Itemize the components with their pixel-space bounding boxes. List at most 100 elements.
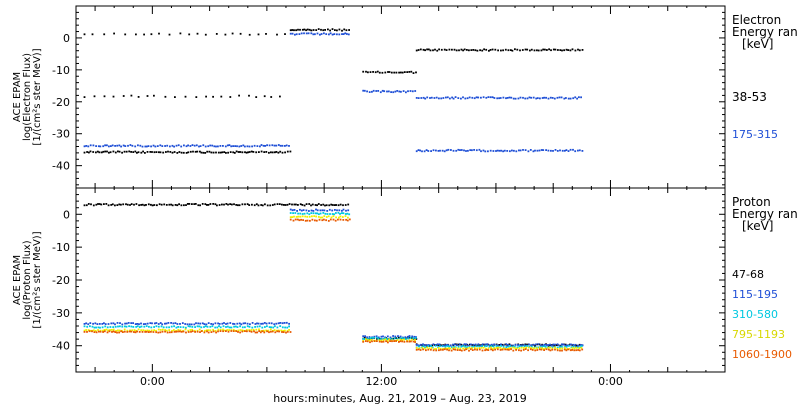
data-point-175-315 (166, 144, 169, 147)
data-point-47-68 (122, 203, 125, 206)
data-point-175-315 (437, 150, 440, 152)
data-point-115-195 (564, 344, 567, 347)
data-point-38-53 (275, 151, 278, 153)
x-tick-label-2: 0:00 (598, 375, 623, 388)
data-point-795-1193 (454, 346, 457, 349)
data-point-175-315 (228, 144, 231, 146)
data-point-795-1193 (306, 215, 309, 218)
data-point-1060-1900 (520, 349, 522, 352)
data-point-115-195 (545, 344, 548, 346)
data-point-175-315 (447, 148, 450, 151)
data-point-175-315 (277, 144, 280, 146)
data-point-175-315 (173, 145, 175, 148)
data-point-38-53 (235, 150, 238, 153)
data-point-38-53 (320, 28, 322, 31)
data-point-38-53 (125, 150, 128, 153)
data-point-1060-1900 (456, 349, 459, 351)
data-point-310-580 (412, 337, 415, 340)
data-point-1060-1900 (99, 330, 102, 333)
data-point-1060-1900 (403, 340, 406, 343)
data-point-175-315 (563, 149, 566, 152)
data-point-1060-1900 (450, 349, 453, 352)
data-point-795-1193 (319, 216, 322, 219)
data-point-175-315 (95, 145, 97, 147)
data-point-175-315 (466, 97, 469, 100)
data-point-38-53 (451, 48, 453, 51)
data-point-1060-1900 (159, 331, 162, 334)
data-point-310-580 (409, 336, 412, 339)
data-point-1060-1900 (524, 348, 527, 350)
data-point-38-53 (185, 152, 188, 154)
data-point-175-315 (320, 33, 323, 35)
data-point-795-1193 (173, 329, 175, 331)
data-point-175-315 (189, 145, 192, 147)
data-point-175-315 (83, 145, 86, 148)
data-point-795-1193 (493, 347, 496, 349)
data-point-175-315 (99, 145, 102, 148)
data-point-175-315 (567, 150, 570, 152)
data-point-115-195 (132, 322, 134, 324)
data-point-175-315 (253, 144, 256, 147)
data-point-175-315 (452, 149, 455, 152)
data-point-1060-1900 (227, 330, 230, 333)
data-point-38-53 (277, 151, 280, 154)
data-point-1060-1900 (157, 331, 160, 334)
data-point-38-53 (390, 71, 393, 74)
data-point-1060-1900 (543, 349, 545, 351)
data-point-175-315 (536, 149, 539, 152)
data-point-1060-1900 (438, 349, 440, 352)
data-point-38-53 (466, 49, 468, 51)
data-point-310-580 (500, 345, 502, 347)
data-point-47-68 (218, 204, 221, 206)
data-point-310-580 (148, 325, 150, 328)
data-point-175-315 (209, 144, 212, 147)
data-point-310-580 (294, 212, 297, 214)
data-point-1060-1900 (487, 349, 490, 351)
data-point-47-68 (194, 203, 197, 205)
data-point-310-580 (362, 338, 365, 340)
data-point-38-53 (305, 29, 307, 32)
data-point-38-53 (162, 151, 165, 154)
data-point-38-53 (210, 151, 213, 154)
data-point-1060-1900 (182, 330, 185, 333)
data-point-310-580 (89, 325, 91, 328)
data-point-795-1193 (503, 347, 505, 350)
data-point-38-53 (384, 71, 387, 74)
data-point-795-1193 (487, 347, 490, 350)
data-point-47-68 (205, 204, 208, 206)
data-point-795-1193 (478, 347, 481, 349)
data-point-795-1193 (315, 215, 317, 218)
data-point-1060-1900 (138, 331, 141, 333)
data-point-175-315 (392, 91, 395, 94)
data-point-175-315 (561, 149, 564, 152)
data-point-38-53 (415, 71, 417, 74)
data-point-795-1193 (459, 347, 462, 350)
data-point-175-315 (329, 32, 332, 35)
data-point-310-580 (523, 345, 526, 348)
data-point-115-195 (493, 343, 496, 346)
data-point-1060-1900 (114, 331, 117, 333)
data-point-1060-1900 (459, 349, 461, 351)
data-point-38-53 (208, 150, 211, 153)
data-point-115-195 (268, 322, 271, 325)
data-point-795-1193 (408, 339, 411, 342)
data-point-115-195 (262, 322, 264, 325)
data-point-175-315 (124, 145, 127, 147)
data-point-795-1193 (471, 347, 473, 349)
data-point-1060-1900 (321, 219, 324, 222)
data-point-175-315 (314, 33, 316, 36)
data-point-38-53 (462, 49, 464, 52)
data-point-795-1193 (466, 347, 469, 350)
data-point-115-195 (242, 322, 245, 325)
data-point-115-195 (521, 344, 524, 347)
data-point-175-315 (439, 149, 441, 152)
data-point-47-68 (305, 203, 308, 205)
data-point-38-53 (92, 151, 95, 153)
data-point-115-195 (85, 322, 88, 325)
legend-title-1-0: Proton (732, 195, 771, 209)
data-point-38-53 (194, 150, 197, 153)
data-point-1060-1900 (345, 218, 347, 221)
data-point-795-1193 (252, 328, 255, 331)
data-point-115-195 (577, 344, 579, 347)
data-point-1060-1900 (150, 330, 152, 333)
